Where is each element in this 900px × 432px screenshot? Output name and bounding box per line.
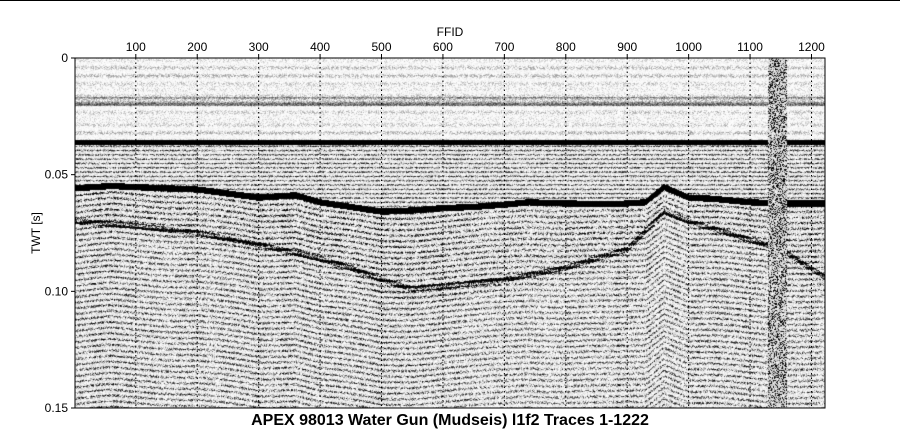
y-tick-label: 0 — [61, 51, 68, 65]
x-tick-label: 1100 — [737, 40, 763, 54]
seismic-raster — [75, 58, 825, 408]
plot-frame — [74, 57, 826, 409]
x-tick-label: 1000 — [675, 40, 702, 54]
x-tick-label: 600 — [433, 40, 453, 54]
x-tick-label: 200 — [187, 40, 207, 54]
chart-caption: APEX 98013 Water Gun (Mudseis) l1f2 Trac… — [251, 412, 649, 429]
x-tick-label: 700 — [494, 40, 514, 54]
x-tick-label: 900 — [617, 40, 637, 54]
x-axis-label: FFID — [437, 25, 464, 39]
y-axis-ticks: 0 0.05 0.10 0.15 — [45, 51, 75, 415]
y-axis-label: TWT [s] — [29, 212, 43, 254]
y-tick-label: 0.05 — [45, 168, 69, 182]
seismic-image — [75, 58, 825, 408]
x-tick-label: 100 — [126, 40, 146, 54]
x-tick-label: 400 — [310, 40, 330, 54]
x-tick-label: 300 — [249, 40, 269, 54]
y-tick-label: 0.15 — [45, 401, 69, 415]
top-border-line — [0, 0, 900, 1]
y-tick-label: 0.10 — [45, 284, 69, 298]
x-tick-label: 1200 — [798, 40, 825, 54]
x-axis-ticks: 100 200 300 400 500 600 700 800 900 1000 1100 1200 — [126, 40, 825, 58]
x-tick-label: 800 — [556, 40, 576, 54]
x-tick-label: 500 — [371, 40, 391, 54]
